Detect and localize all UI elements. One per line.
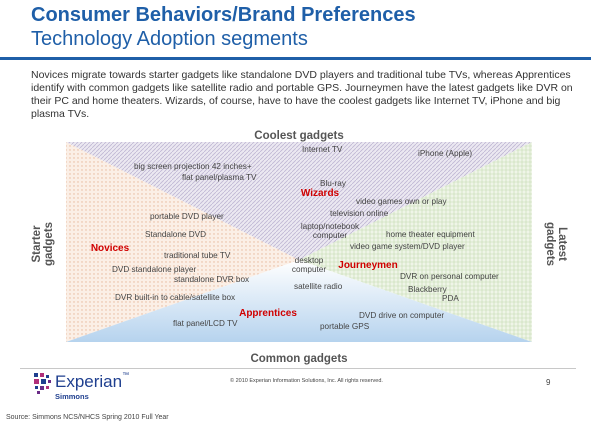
page-subtitle: Technology Adoption segments [31, 28, 308, 50]
title-divider [0, 57, 591, 60]
gadget-label: portable DVD player [150, 212, 224, 221]
novices-region [66, 142, 299, 342]
gadget-label: big screen projection 42 inches+ [134, 162, 252, 171]
gadget-label: DVR built-in to cable/satellite box [115, 293, 235, 302]
gadget-label: computer [313, 231, 347, 240]
gadget-label: desktop [295, 256, 324, 265]
gadget-label: flat panel/plasma TV [182, 173, 257, 182]
gadget-label: Internet TV [302, 145, 343, 154]
axis-bottom-label: Common gadgets [250, 353, 347, 365]
gadget-label: home theater equipment [386, 230, 475, 239]
gadget-label: video game system/DVD player [350, 242, 465, 251]
page-number: 9 [546, 378, 551, 387]
gadget-label: Blu-ray [320, 179, 347, 188]
gadget-label: satellite radio [294, 282, 343, 291]
gadget-label: standalone DVR box [174, 275, 249, 284]
gadget-label: television online [330, 209, 389, 218]
segment-novices: Novices [91, 243, 130, 254]
gadget-label: portable GPS [320, 322, 370, 331]
journeymen-region [299, 142, 532, 342]
axis-right-label-line1: Latest [556, 227, 568, 261]
gadget-label: video games own or play [356, 197, 447, 206]
segment-wizards: Wizards [301, 188, 340, 199]
experian-logo: Experian™ [55, 372, 130, 391]
segment-apprentices: Apprentices [239, 308, 297, 319]
intro-paragraph: Novices migrate towards starter gadgets … [31, 69, 573, 120]
gadget-label: flat panel/LCD TV [173, 319, 238, 328]
gadget-label: DVD drive on computer [359, 311, 444, 320]
gadget-label: traditional tube TV [164, 251, 231, 260]
segment-journeymen: Journeymen [338, 260, 397, 271]
apprentices-region [66, 260, 532, 342]
gadget-label: DVD standalone player [112, 265, 196, 274]
copyright-text: © 2010 Experian Information Solutions, I… [230, 378, 383, 384]
gadget-label: laptop/notebook [301, 222, 360, 231]
axis-left-label-line1: Starter [31, 225, 43, 263]
gadget-label: DVR on personal computer [400, 272, 499, 281]
source-note: Source: Simmons NCS/NHCS Spring 2010 Ful… [6, 414, 169, 421]
simmons-logo: Simmons [55, 392, 89, 401]
axis-right-label-line2: gadgets [544, 222, 556, 266]
gadget-label: PDA [442, 294, 459, 303]
gadget-label: computer [292, 265, 326, 274]
footer-divider [20, 368, 576, 369]
wizards-region [66, 142, 532, 260]
axis-top-label: Coolest gadgets [254, 130, 343, 142]
experian-logo-icon [34, 373, 51, 394]
gadget-label: Blackberry [408, 285, 448, 294]
page-title: Consumer Behaviors/Brand Preferences [31, 4, 416, 26]
gadget-label: Standalone DVD [145, 230, 206, 239]
gadget-label: iPhone (Apple) [418, 149, 472, 158]
axis-left-label-line2: gadgets [43, 222, 55, 266]
